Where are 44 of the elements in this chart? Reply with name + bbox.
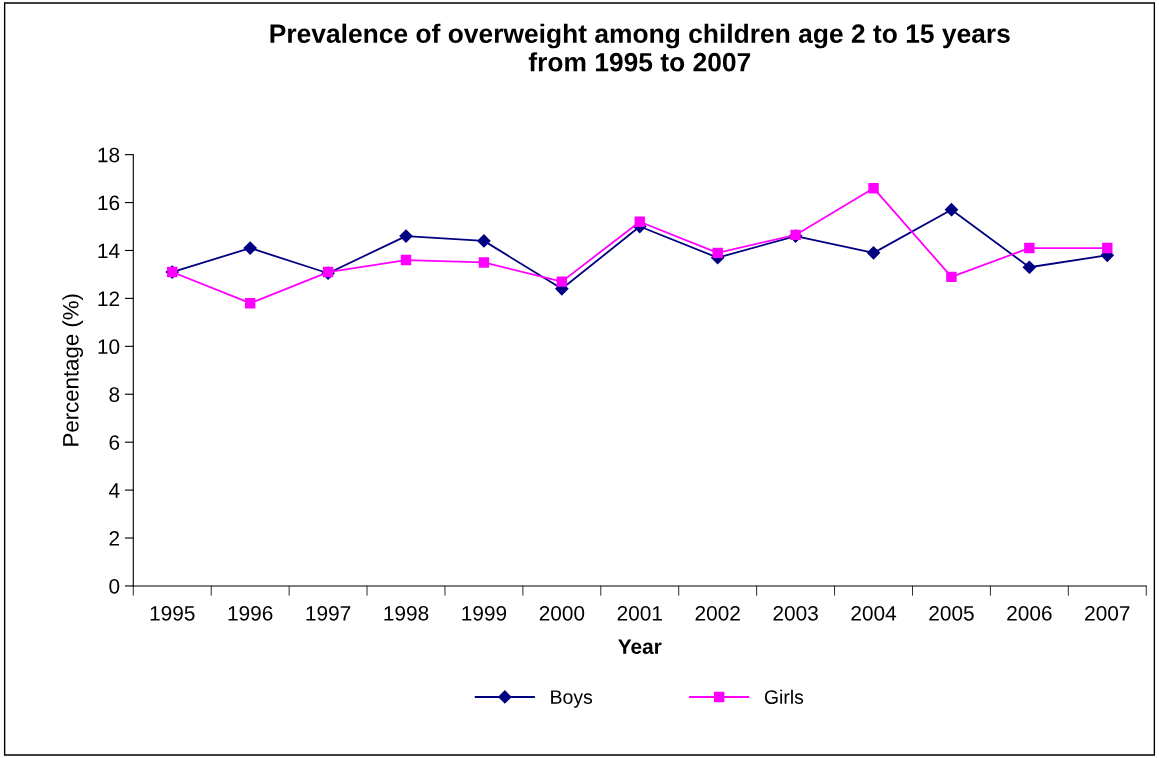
y-tick-label: 6 (109, 435, 120, 450)
point (1102, 242, 1113, 254)
y-tick-label: 18 (98, 147, 120, 163)
x-tick-label: 1998 (384, 605, 429, 621)
x-axis-title: Year (618, 639, 662, 654)
point (866, 246, 881, 260)
point (1022, 260, 1036, 274)
point (244, 297, 256, 309)
x-tick-label: 2000 (539, 605, 585, 621)
y-tick-label: 16 (98, 195, 120, 211)
x-tick-label: 2001 (617, 605, 662, 621)
x-tick-label: 2005 (929, 605, 974, 621)
legend-label: Boys (551, 690, 593, 708)
x-tick-label: 2006 (1007, 605, 1052, 621)
point (1024, 242, 1035, 254)
y-tick-label: 0 (109, 578, 120, 594)
point (946, 271, 957, 283)
legend-label: Girls (764, 689, 804, 704)
chart-title: Prevalence of overweight among children age 2 to 15 years from 1995 to 2007 (270, 23, 1010, 72)
x-tick-label: 2002 (695, 605, 740, 621)
x-tick-label: 2007 (1085, 605, 1130, 621)
point (478, 257, 490, 268)
y-axis-title: Percentage (%) (62, 294, 84, 446)
x-tick-label: 2004 (851, 605, 897, 621)
x-tick-label: 2003 (773, 605, 818, 621)
point (944, 203, 959, 217)
y-tick-label: 8 (109, 387, 120, 402)
point (243, 241, 257, 255)
point (556, 276, 568, 287)
x-tick-label: 1996 (228, 605, 273, 621)
point (712, 247, 723, 259)
y-tick-label: 4 (108, 483, 120, 498)
x-tick-label: 1995 (150, 605, 195, 621)
x-tick-label: 1997 (306, 605, 351, 621)
y-tick-label: 10 (98, 339, 120, 355)
point (400, 254, 412, 266)
y-tick-label: 2 (109, 531, 120, 546)
y-tick-label: 14 (98, 243, 120, 259)
point (634, 216, 645, 227)
point (477, 234, 491, 248)
point (399, 229, 413, 243)
y-tick-label: 12 (98, 291, 120, 306)
x-tick-label: 1999 (462, 605, 507, 621)
point (868, 182, 879, 194)
